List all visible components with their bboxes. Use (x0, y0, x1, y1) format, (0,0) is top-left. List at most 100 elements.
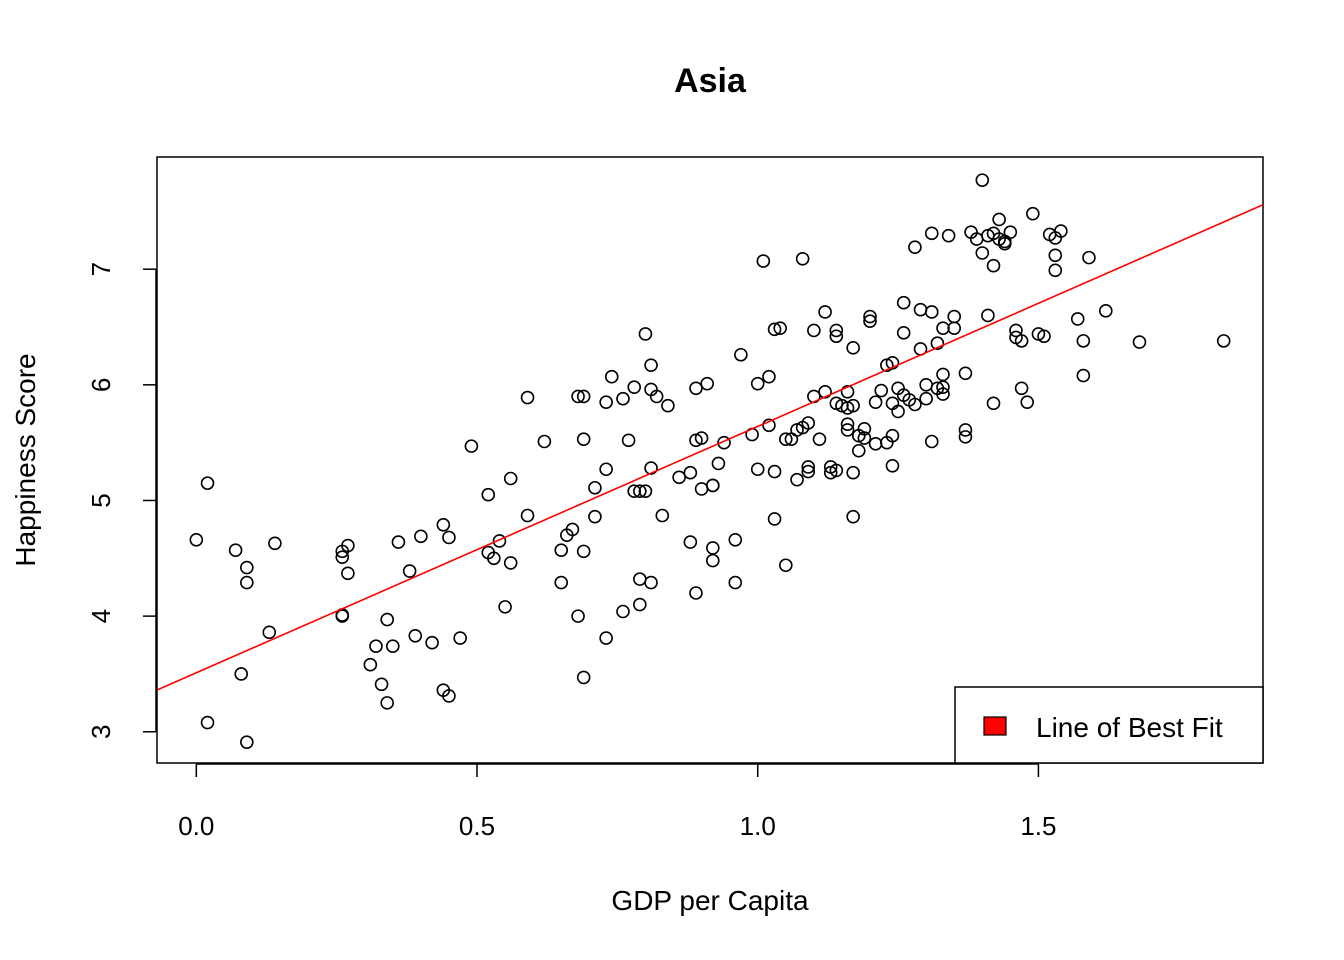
data-point (801, 416, 816, 430)
data-point (829, 323, 844, 338)
data-point (728, 575, 743, 590)
data-point (896, 295, 911, 310)
data-point (638, 327, 653, 341)
data-point (683, 465, 698, 480)
data-point (633, 484, 647, 499)
data-point (706, 478, 720, 493)
data-point (801, 460, 816, 474)
y-axis: 3 4 5 6 7 (86, 262, 157, 739)
data-point (773, 321, 787, 335)
data-point (801, 464, 816, 479)
data-point (767, 322, 782, 337)
data-point (1132, 335, 1147, 349)
data-point (1076, 334, 1091, 348)
data-point (840, 384, 855, 399)
data-point (571, 389, 585, 404)
x-tick-label: 1.5 (1020, 811, 1056, 841)
data-point (655, 508, 670, 523)
data-point (341, 566, 355, 581)
data-point (840, 417, 855, 431)
data-point (588, 509, 602, 524)
data-point (442, 689, 456, 703)
data-point (829, 463, 844, 478)
data-point (408, 628, 423, 643)
data-point (661, 398, 675, 413)
data-point (335, 609, 350, 623)
data-point (520, 508, 535, 523)
x-tick-label: 1.0 (740, 811, 776, 841)
y-tick-label: 4 (86, 609, 116, 623)
data-point (644, 575, 658, 590)
data-point (240, 735, 254, 749)
x-axis: 0.0 0.5 1.0 1.5 (178, 763, 1057, 841)
data-point (885, 458, 900, 473)
data-point (795, 251, 810, 266)
data-point (818, 305, 832, 319)
data-point (1037, 329, 1051, 344)
data-point (436, 517, 451, 532)
y-tick-label: 6 (86, 378, 116, 392)
data-point (576, 389, 591, 404)
chart-title: Asia (674, 62, 747, 100)
data-point (228, 543, 243, 558)
data-point (1026, 206, 1040, 221)
data-point (778, 558, 793, 573)
data-point (717, 435, 731, 450)
data-point (762, 418, 776, 433)
data-point (268, 536, 282, 551)
data-point (498, 600, 512, 614)
data-point (1009, 323, 1023, 338)
data-point (537, 434, 552, 449)
data-point (930, 336, 945, 350)
data-point (790, 472, 804, 487)
data-point (649, 389, 664, 404)
data-point (874, 383, 889, 398)
data-point (380, 696, 394, 710)
data-point (616, 604, 630, 619)
data-point (414, 529, 428, 544)
data-points (189, 173, 1231, 749)
plot-frame (156, 156, 1264, 764)
data-point (571, 609, 585, 623)
y-axis-label: Happiness Score (10, 353, 41, 566)
data-point (728, 532, 743, 547)
data-point (689, 381, 703, 396)
data-point (762, 369, 776, 384)
data-point (425, 635, 439, 650)
data-point (341, 538, 355, 553)
data-point (992, 212, 1006, 227)
data-point (958, 366, 973, 381)
data-point (896, 325, 911, 340)
data-point (689, 586, 703, 600)
data-point (604, 369, 619, 384)
data-point (947, 309, 962, 324)
data-point (812, 432, 827, 446)
data-point (234, 667, 249, 681)
data-point (200, 715, 215, 730)
y-tick-label: 3 (86, 725, 116, 739)
data-point (840, 423, 855, 437)
data-point (807, 323, 821, 338)
data-point (1099, 304, 1113, 318)
data-point (846, 341, 860, 355)
data-point (402, 564, 417, 578)
data-point (857, 431, 872, 445)
data-point (588, 480, 602, 495)
data-point (986, 396, 1001, 411)
data-point (846, 465, 860, 480)
data-point (694, 431, 709, 445)
data-point (868, 395, 883, 409)
data-point (1082, 250, 1096, 265)
data-point (385, 639, 400, 653)
data-point (863, 309, 877, 324)
data-point (599, 395, 613, 409)
data-point (464, 439, 479, 453)
data-point (240, 575, 254, 590)
data-point (1070, 312, 1085, 326)
data-point (986, 258, 1001, 273)
y-tick-label: 7 (86, 262, 116, 276)
data-point (924, 434, 939, 449)
data-point (750, 462, 765, 477)
